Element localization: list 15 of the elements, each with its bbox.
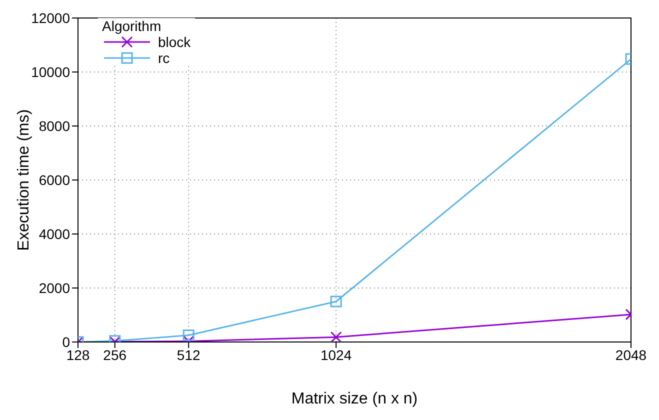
y-tick-label: 2000 xyxy=(38,280,70,296)
y-tick-label: 12000 xyxy=(31,10,70,26)
y-tick-label: 8000 xyxy=(38,118,70,134)
legend-title: Algorithm xyxy=(102,18,162,34)
x-tick-label: 512 xyxy=(176,346,200,363)
y-tick-label: 6000 xyxy=(38,172,70,188)
y-tick-label: 4000 xyxy=(38,226,70,242)
y-axis-title: Execution time (ms) xyxy=(16,109,33,251)
legend-label: rc xyxy=(158,50,170,66)
x-axis-title: Matrix size (n x n) xyxy=(291,390,418,408)
x-tick-label: 1024 xyxy=(320,346,352,363)
y-tick-label: 10000 xyxy=(31,64,70,80)
legend-label: block xyxy=(158,34,191,50)
x-tick-label: 256 xyxy=(103,346,127,363)
x-tick-label: 2048 xyxy=(615,346,647,363)
